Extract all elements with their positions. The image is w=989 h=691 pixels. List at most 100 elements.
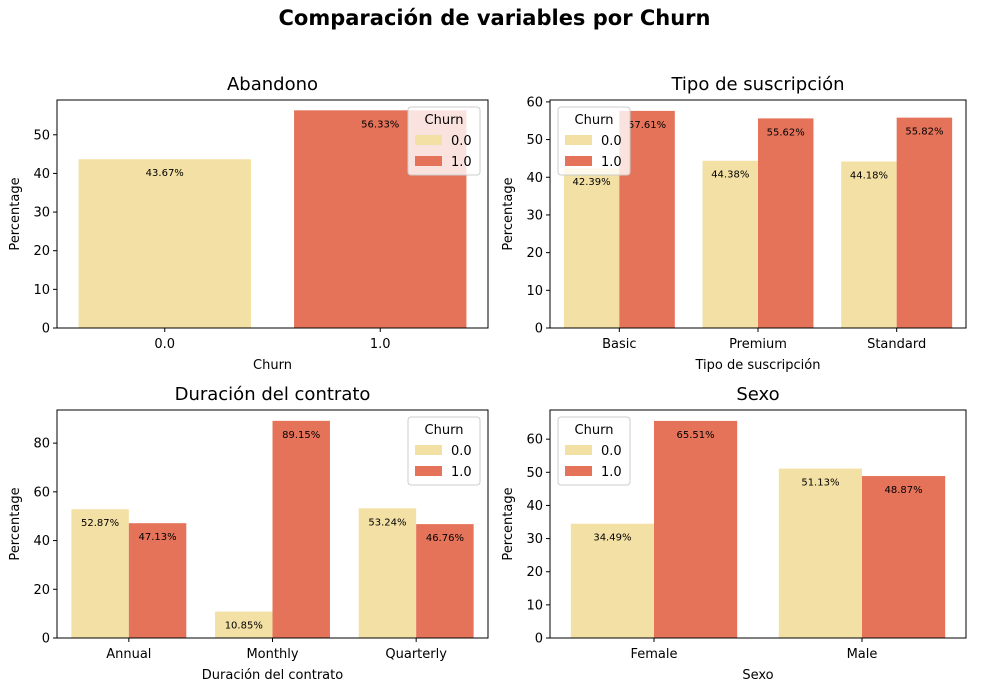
y-tick-label: 0 (42, 632, 50, 647)
legend-title: Churn (425, 423, 464, 438)
bar-monthly-series-0 (215, 611, 273, 638)
bar-value-label: 46.76% (426, 533, 464, 544)
bar-value-label: 47.13% (138, 532, 176, 543)
panel-title: Tipo de suscripción (670, 74, 844, 95)
y-axis-label: Percentage (8, 487, 23, 560)
y-axis-label: Percentage (8, 177, 23, 250)
y-tick-label: 60 (526, 433, 543, 448)
bar-value-label: 55.82% (905, 127, 943, 138)
y-tick-label: 10 (33, 283, 50, 298)
y-tick-label: 20 (526, 565, 543, 580)
bar-annual-series-0 (71, 509, 129, 638)
bar-monthly-series-1 (272, 420, 330, 638)
bar-premium-series-1 (758, 118, 814, 328)
chart-panel-4: 34.49% 51.13% 65.51% 48.87% 0 10 20 30 40 50 60 Fem… (501, 384, 967, 683)
legend-title: Churn (425, 113, 464, 128)
panel-title: Duración del contrato (175, 384, 371, 405)
bar-value-label: 65.51% (677, 430, 715, 441)
y-tick-label: 30 (526, 532, 543, 547)
x-tick-label: Male (847, 647, 878, 662)
x-axis-label: Tipo de suscripción (695, 358, 821, 373)
bar-value-label: 43.67% (146, 168, 184, 179)
y-tick-label: 30 (526, 208, 543, 223)
legend-entry-label: 1.0 (601, 465, 622, 480)
bar-female-series-1 (654, 420, 738, 638)
x-tick-label: Standard (867, 337, 926, 352)
y-tick-label: 10 (526, 284, 543, 299)
bar-value-label: 52.87% (81, 518, 119, 529)
y-tick-label: 50 (33, 128, 50, 143)
bar-value-label: 34.49% (593, 533, 631, 544)
y-tick-label: 20 (33, 244, 50, 259)
x-tick-label: 1.0 (370, 337, 391, 352)
figure-suptitle: Comparación de variables por Churn (278, 6, 711, 30)
bar-male-series-1 (862, 476, 946, 638)
x-tick-label: 0.0 (154, 337, 175, 352)
bar-0.0-series-0 (78, 159, 251, 328)
bar-value-label: 48.87% (885, 485, 923, 496)
legend-swatch-1 (565, 156, 592, 166)
y-tick-label: 40 (33, 534, 50, 549)
legend-entry-label: 0.0 (451, 444, 472, 459)
bar-basic-series-0 (563, 168, 620, 328)
bar-value-label: 51.13% (801, 478, 839, 489)
bar-standard-series-1 (896, 117, 953, 328)
bar-value-label: 10.85% (225, 621, 263, 632)
legend-swatch-1 (415, 156, 442, 166)
y-tick-label: 10 (526, 598, 543, 613)
legend-entry-label: 1.0 (451, 465, 472, 480)
bar-value-label: 44.38% (711, 170, 749, 181)
legend-entry-label: 0.0 (601, 134, 622, 149)
legend-swatch-1 (415, 466, 442, 476)
y-axis-label: Percentage (501, 487, 516, 560)
y-tick-label: 20 (526, 246, 543, 261)
bar-premium-series-0 (702, 160, 758, 328)
legend: Churn 0.0 1.0 (407, 416, 481, 486)
panel-title: Sexo (736, 384, 779, 405)
bar-value-label: 44.18% (850, 171, 888, 182)
x-tick-label: Monthly (246, 647, 298, 662)
bar-value-label: 89.15% (282, 430, 320, 441)
legend-swatch-0 (415, 135, 442, 145)
legend-title: Churn (575, 423, 614, 438)
y-tick-label: 50 (526, 466, 543, 481)
y-tick-label: 0 (535, 632, 543, 647)
plot-frame (549, 409, 967, 639)
legend-swatch-0 (415, 445, 442, 455)
legend: Churn 0.0 1.0 (557, 106, 631, 176)
y-tick-label: 0 (42, 322, 50, 337)
y-tick-label: 60 (33, 485, 50, 500)
bar-standard-series-0 (841, 161, 897, 328)
legend-title: Churn (575, 113, 614, 128)
legend-swatch-1 (565, 466, 592, 476)
y-tick-label: 30 (33, 206, 50, 221)
x-axis-label: Duración del contrato (202, 668, 343, 683)
legend-entry-label: 1.0 (451, 155, 472, 170)
legend-swatch-0 (565, 445, 592, 455)
bar-value-label: 57.61% (628, 120, 666, 131)
y-axis-label: Percentage (501, 177, 516, 250)
bar-male-series-0 (778, 468, 862, 638)
bar-value-label: 53.24% (368, 517, 406, 528)
y-tick-label: 20 (33, 583, 50, 598)
chart-panel-3: 52.87% 10.85% 53.24% 47.13% 89.15% 46.76% 0 20 4… (8, 384, 489, 683)
x-tick-label: Quarterly (385, 647, 447, 662)
bar-quarterly-series-1 (416, 524, 474, 638)
bar-quarterly-series-0 (358, 508, 417, 638)
chart-panel-2: 42.39% 44.38% 44.18% 57.61% 55.62% 55.82% 0 10 2… (501, 74, 967, 373)
legend-entry-label: 0.0 (451, 134, 472, 149)
x-tick-label: Female (630, 647, 677, 662)
bar-value-label: 56.33% (361, 119, 399, 130)
legend-entry-label: 1.0 (601, 155, 622, 170)
x-tick-label: Premium (729, 337, 787, 352)
legend: Churn 0.0 1.0 (407, 106, 481, 176)
y-tick-label: 60 (526, 95, 543, 110)
y-tick-label: 0 (535, 322, 543, 337)
bar-value-label: 42.39% (573, 177, 611, 188)
chart-panel-1: 43.67% 56.33% 0 10 20 30 40 50 0.0 1.0 Abandono Chu… (8, 74, 489, 373)
x-tick-label: Annual (106, 647, 151, 662)
y-tick-label: 40 (33, 167, 50, 182)
y-tick-label: 50 (526, 133, 543, 148)
x-axis-label: Sexo (742, 668, 773, 683)
